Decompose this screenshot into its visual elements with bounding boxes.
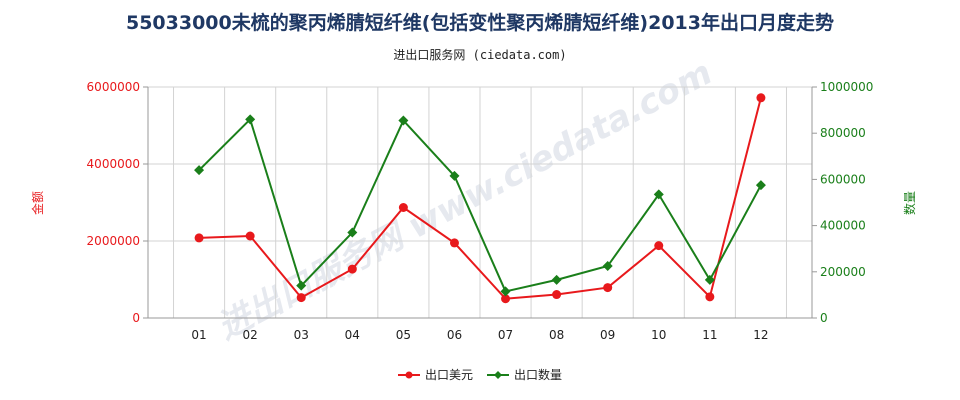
- x-tick-label: 09: [600, 328, 615, 342]
- right-tick-label: 0: [820, 311, 828, 325]
- x-tick-label: 01: [191, 328, 206, 342]
- data-point-circle: [449, 238, 459, 248]
- x-tick-label: 11: [702, 328, 717, 342]
- x-tick-label: 02: [243, 328, 258, 342]
- data-point-diamond: [500, 286, 511, 297]
- data-point-diamond: [551, 274, 562, 285]
- x-tick-label: 10: [651, 328, 666, 342]
- right-tick-label: 1000000: [820, 80, 873, 94]
- data-point-circle: [398, 203, 408, 213]
- data-point-diamond: [296, 280, 307, 291]
- series-line-1: [199, 97, 762, 300]
- x-tick-label: 08: [549, 328, 564, 342]
- data-point-circle: [705, 292, 715, 302]
- data-point-diamond: [194, 165, 205, 176]
- data-point-circle: [194, 233, 204, 243]
- data-point-diamond: [602, 261, 613, 272]
- legend: 出口美元 出口数量: [398, 367, 562, 382]
- legend-label: 出口美元: [425, 368, 473, 382]
- x-tick-label: 04: [345, 328, 360, 342]
- data-point-diamond: [449, 170, 460, 181]
- chart-subtitle: 进出口服务网 (ciedata.com): [393, 48, 567, 62]
- axes: 0 2000000 4000000 6000000 0 200000 400000 60000…: [30, 80, 917, 342]
- left-axis-label: 金额: [30, 191, 45, 215]
- legend-swatch-marker: [494, 371, 502, 379]
- right-tick-label: 800000: [820, 126, 866, 140]
- grid: [148, 86, 812, 319]
- right-tick-label: 400000: [820, 219, 866, 233]
- data-point-circle: [296, 293, 306, 303]
- left-tick-label: 0: [132, 311, 140, 325]
- series-line-2: [198, 117, 762, 293]
- legend-swatch-marker: [405, 371, 413, 379]
- data-point-diamond: [245, 114, 256, 125]
- right-axis-label: 数量: [902, 191, 917, 215]
- data-point-circle: [654, 241, 664, 251]
- left-tick-label: 2000000: [87, 234, 140, 248]
- data-point-diamond: [398, 115, 409, 126]
- data-point-diamond: [704, 274, 715, 285]
- chart-title: 55033000未梳的聚丙烯腈短纤维(包括变性聚丙烯腈短纤维)2013年出口月度…: [125, 12, 834, 34]
- left-tick-label: 4000000: [87, 157, 140, 171]
- series-layer: [194, 93, 766, 304]
- x-tick-label: 06: [447, 328, 462, 342]
- data-point-diamond: [347, 227, 358, 238]
- left-tick-label: 6000000: [87, 80, 140, 94]
- data-point-diamond: [653, 189, 664, 200]
- x-tick-label: 07: [498, 328, 513, 342]
- right-tick-label: 200000: [820, 265, 866, 279]
- x-tick-label: 05: [396, 328, 411, 342]
- data-point-circle: [756, 93, 766, 103]
- data-point-circle: [603, 283, 613, 293]
- legend-label: 出口数量: [514, 367, 562, 382]
- x-tick-label: 03: [294, 328, 309, 342]
- right-tick-label: 600000: [820, 172, 866, 186]
- data-point-circle: [552, 290, 562, 300]
- x-tick-label: 12: [753, 328, 768, 342]
- data-point-diamond: [755, 180, 766, 191]
- data-point-circle: [347, 264, 357, 274]
- data-point-circle: [501, 294, 511, 304]
- data-point-circle: [245, 231, 255, 241]
